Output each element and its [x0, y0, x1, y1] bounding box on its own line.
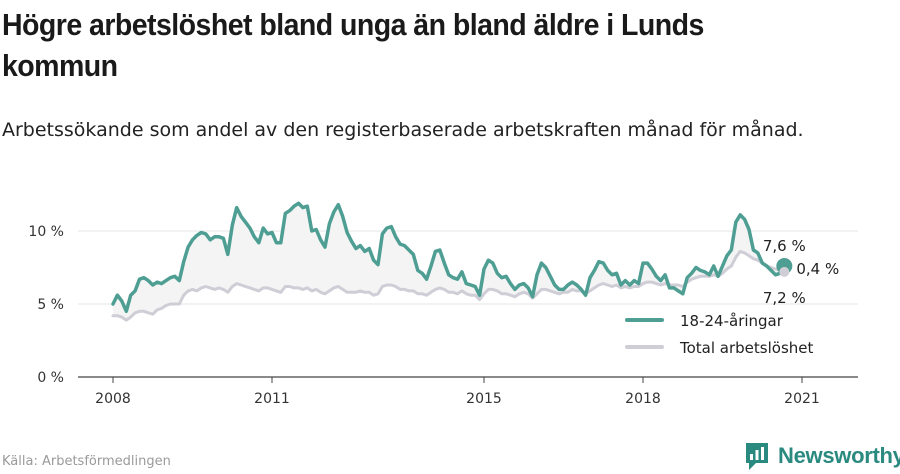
- x-axis-labels: 2008 2011 2015 2018 2021: [95, 391, 820, 407]
- difference-area: [113, 203, 785, 321]
- x-tick-label: 2021: [784, 391, 820, 407]
- total-line: [111, 249, 786, 322]
- legend-label: 18-24-åringar: [680, 312, 784, 330]
- gridlines: [78, 230, 858, 305]
- y-tick-label: 0 %: [37, 370, 64, 386]
- youth-line: [111, 201, 787, 314]
- total-end-point: [779, 266, 790, 277]
- x-tick-label: 2018: [625, 391, 661, 407]
- difference-label: 0,4 %: [796, 260, 839, 278]
- y-tick-label: 10 %: [28, 224, 64, 240]
- y-tick-label: 5 %: [37, 297, 64, 313]
- chart-subtitle: Arbetssökande som andel av den registerb…: [2, 119, 804, 141]
- x-tick-label: 2015: [466, 391, 502, 407]
- source-note: Källa: Arbetsförmedlingen: [2, 454, 171, 469]
- area-between-series: [113, 203, 785, 321]
- x-tick-label: 2011: [254, 391, 290, 407]
- x-axis: [78, 376, 858, 383]
- legend-label: Total arbetslöshet: [679, 339, 814, 357]
- y-axis-labels: 0 % 5 % 10 %: [28, 224, 64, 386]
- total-end-label: 7,2 %: [763, 289, 806, 307]
- series-lines: [111, 201, 787, 322]
- brand-name: Newsworthy: [778, 443, 900, 468]
- chart-title: Högre arbetslöshet bland unga än bland ä…: [2, 7, 704, 83]
- brand-logo: Newsworthy: [744, 440, 900, 472]
- line-chart: 0 % 5 % 10 % 2008 2011 2015 2018 2021 7,6 % 7,2…: [28, 201, 858, 407]
- newsworthy-logo-icon: [746, 443, 768, 470]
- end-annotations: 7,6 % 7,2 % 0,4 %: [763, 237, 839, 307]
- youth-end-label: 7,6 %: [763, 237, 806, 255]
- legend: 18-24-åringar Total arbetslöshet: [625, 312, 814, 357]
- x-tick-label: 2008: [95, 391, 131, 407]
